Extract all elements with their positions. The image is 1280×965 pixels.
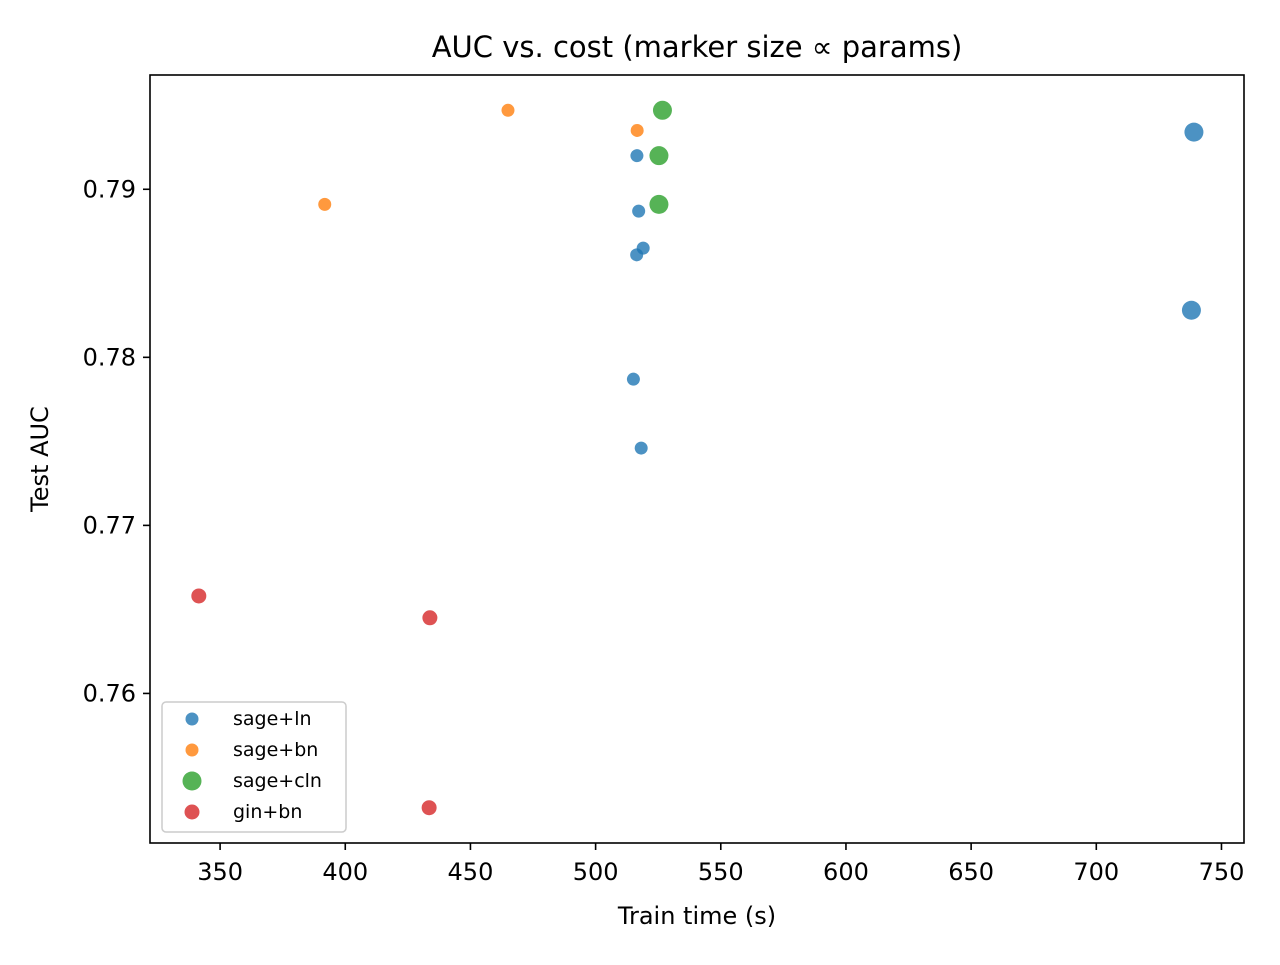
data-point — [649, 194, 669, 214]
chart-title: AUC vs. cost (marker size ∝ params) — [432, 30, 963, 64]
data-point — [422, 610, 438, 626]
legend-marker — [185, 712, 199, 726]
x-axis-label: Train time (s) — [617, 902, 776, 930]
x-tick-label: 650 — [948, 858, 994, 886]
series-sage-cln — [649, 100, 672, 214]
y-tick-label: 0.79 — [83, 175, 136, 203]
legend-items: sage+ln sage+bn sage+cln gin+bn — [182, 708, 322, 823]
legend-marker — [184, 804, 200, 820]
points-layer — [191, 100, 1204, 816]
x-tick-label: 750 — [1199, 858, 1245, 886]
data-point — [630, 248, 644, 262]
series-gin-bn — [191, 588, 438, 816]
data-point — [1184, 122, 1204, 142]
legend-label: sage+bn — [233, 739, 318, 761]
legend-frame — [161, 701, 347, 833]
data-point — [626, 372, 640, 386]
data-point — [318, 197, 332, 211]
series-sage-bn — [318, 103, 644, 211]
plot-frame — [149, 74, 1245, 844]
y-tick-label: 0.76 — [83, 679, 136, 707]
legend-label: sage+cln — [233, 770, 322, 792]
legend-label: gin+bn — [233, 801, 302, 823]
x-tick-label: 600 — [823, 858, 869, 886]
x-tick-label: 550 — [698, 858, 744, 886]
series-sage-ln — [626, 122, 1204, 455]
ticks-layer: 350 400 450 500 550 600 650 700 750 0.76 0.77 0.78 0… — [83, 175, 1245, 886]
legend-marker — [185, 743, 199, 757]
x-tick-label: 700 — [1073, 858, 1119, 886]
y-tick-label: 0.78 — [83, 343, 136, 371]
data-point — [632, 204, 646, 218]
x-tick-label: 400 — [322, 858, 368, 886]
y-axis-label: Test AUC — [26, 406, 54, 513]
data-point — [652, 100, 672, 120]
data-point — [649, 146, 669, 166]
data-point — [1181, 300, 1201, 320]
legend: sage+ln sage+bn sage+cln gin+bn — [161, 701, 347, 833]
data-point — [191, 588, 207, 604]
data-point — [634, 441, 648, 455]
data-point — [630, 123, 644, 137]
x-tick-label: 450 — [448, 858, 494, 886]
legend-marker — [182, 771, 202, 791]
x-tick-label: 350 — [197, 858, 243, 886]
legend-label: sage+ln — [233, 708, 312, 730]
data-point — [501, 103, 515, 117]
data-point — [630, 149, 644, 163]
data-point — [421, 800, 437, 816]
x-tick-label: 500 — [573, 858, 619, 886]
y-tick-label: 0.77 — [83, 511, 136, 539]
